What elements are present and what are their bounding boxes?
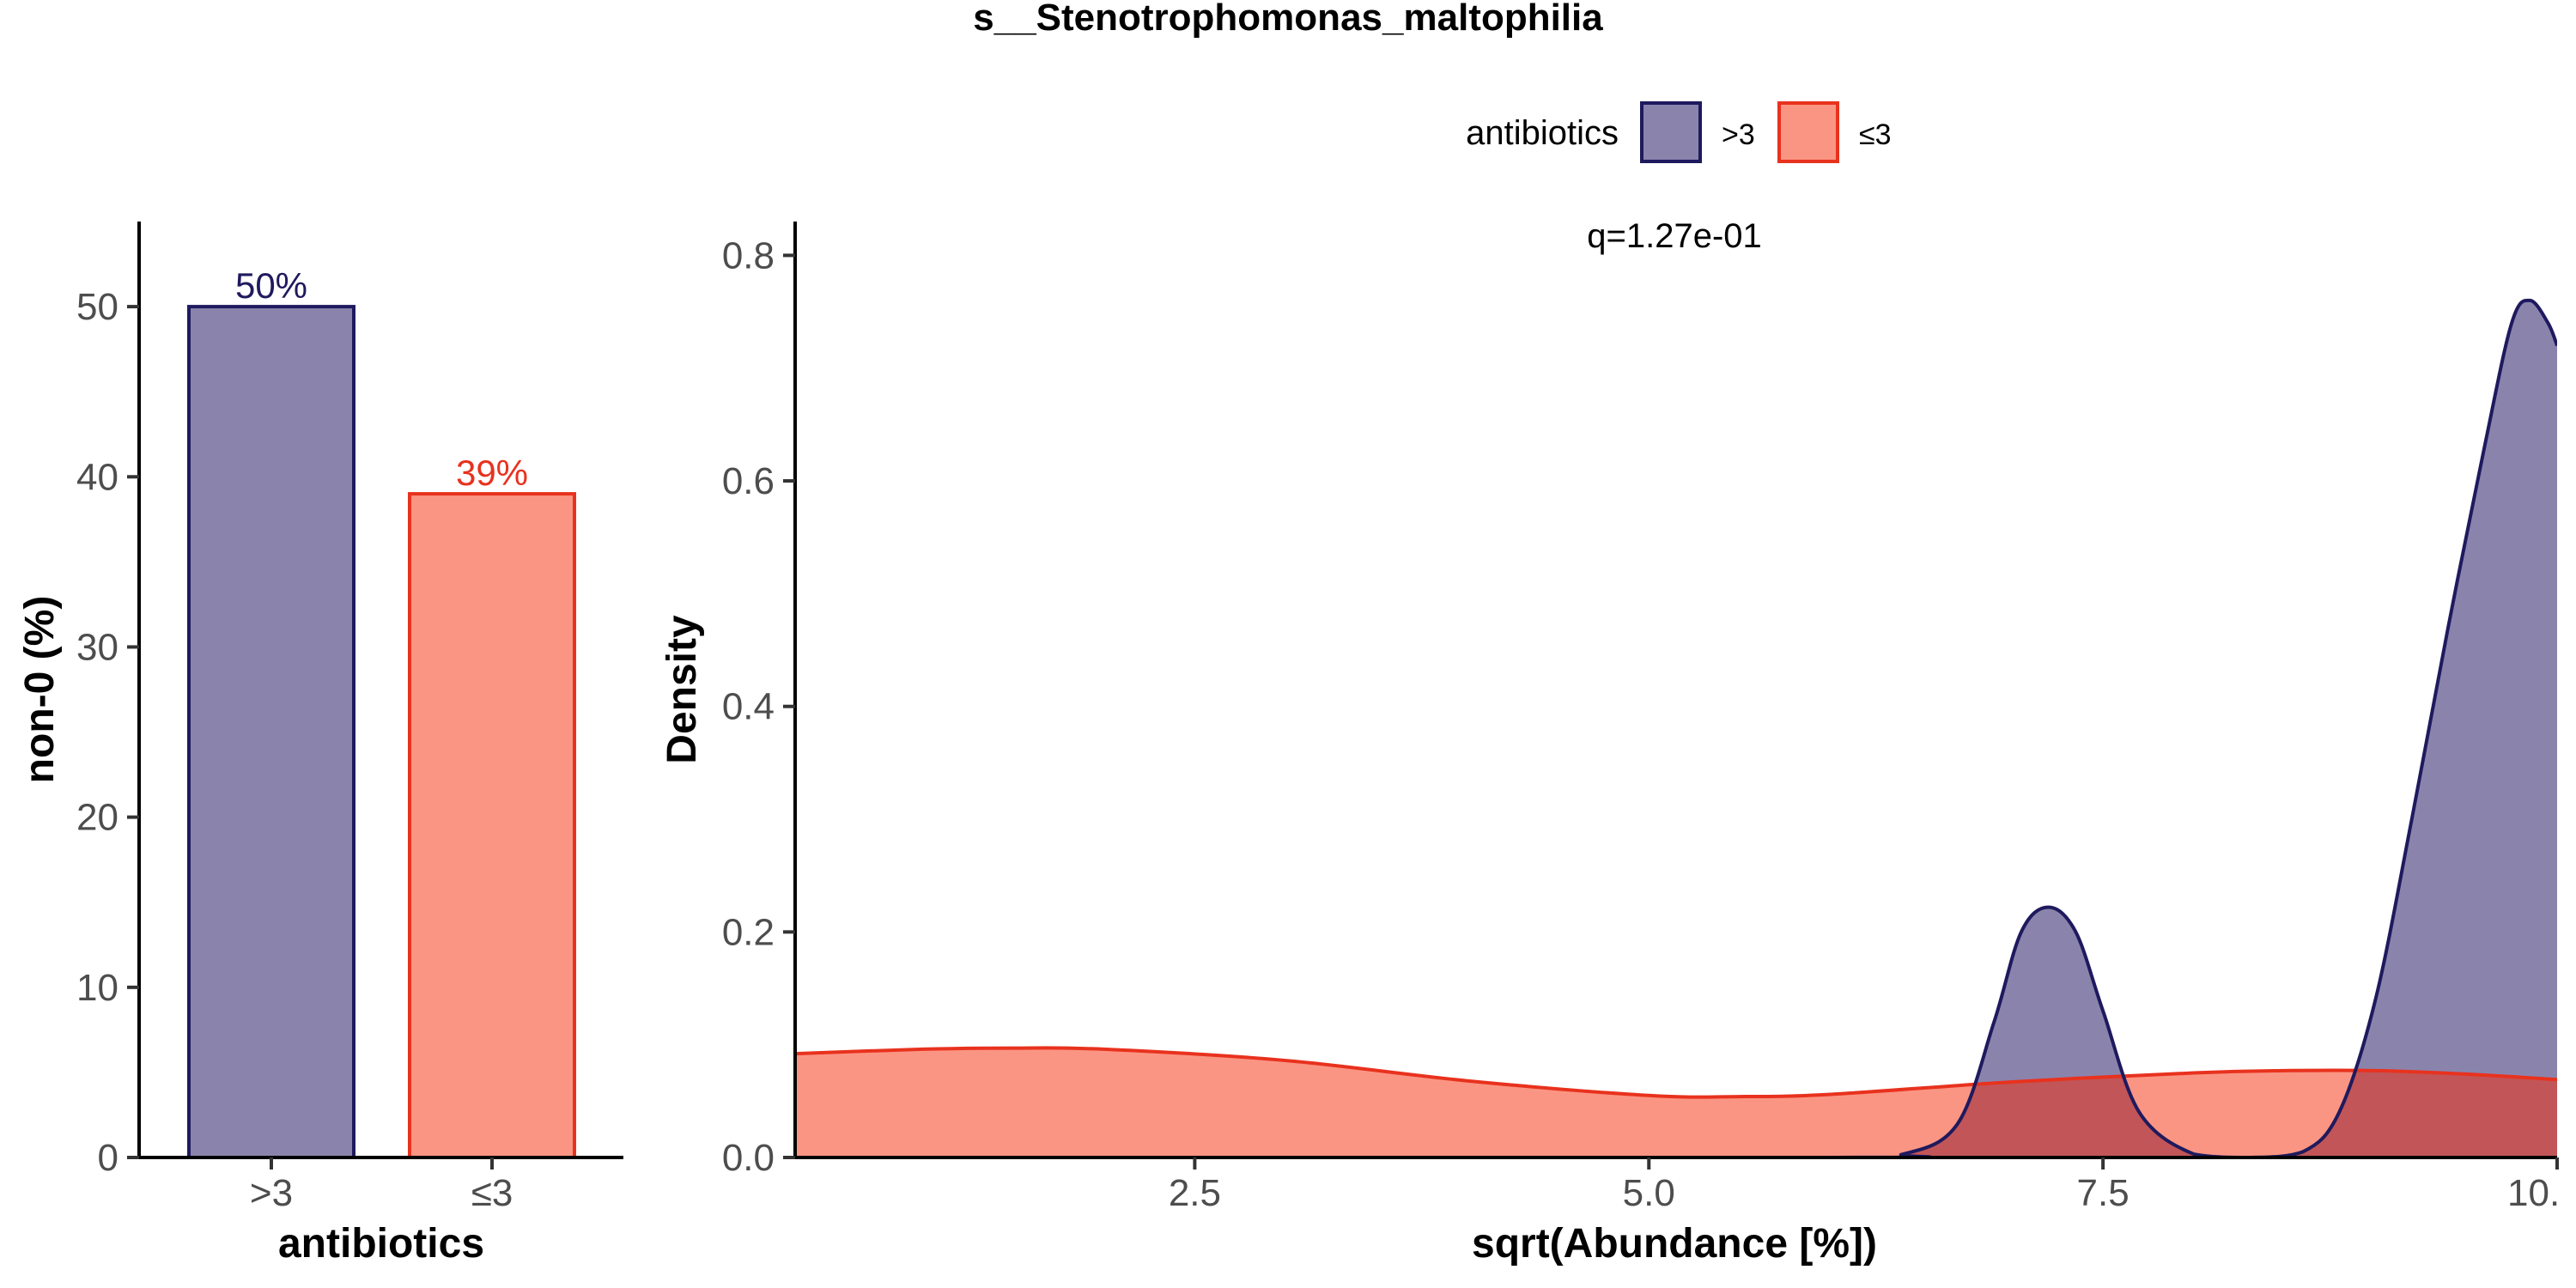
density-chart: 0.0 0.2 0.4 0.6 0.8 2.5 5.0 7.5 10. q=1.27e-01 s… — [659, 217, 2560, 1267]
density-y-tick-label-2: 0.4 — [722, 686, 775, 728]
bar-marks: 50% 39% — [187, 265, 576, 1160]
legend-key-gt3 — [1640, 101, 1702, 163]
density-x-axis-title: sqrt(Abundance [%]) — [1472, 1221, 1877, 1267]
bar-y-axis-title: non-0 (%) — [17, 596, 63, 784]
density-x-tick-label-2: 7.5 — [2077, 1172, 2129, 1214]
bar-ticks: >3 ≤3 0 10 20 30 40 50 — [76, 286, 513, 1214]
bar-0 — [187, 305, 355, 1160]
legend-label-le3: ≤3 — [1859, 118, 1892, 151]
bar-data-label-0: 50% — [235, 265, 307, 306]
bar-1 — [408, 492, 576, 1159]
density-y-tick-label-4: 0.8 — [722, 234, 775, 276]
bar-y-tick-label-4: 40 — [76, 456, 118, 498]
density-area-overlap — [795, 1048, 2557, 1157]
density-y-axis-title: Density — [659, 615, 705, 764]
legend: antibiotics >3 ≤3 — [1466, 101, 1892, 163]
density-x-tick-label-3: 10. — [2507, 1172, 2560, 1214]
bar-y-tick-label-1: 10 — [76, 967, 118, 1009]
chart-title: s__Stenotrophomonas_maltophilia — [973, 0, 1603, 39]
bar-chart: 50% 39% >3 ≤3 0 10 20 30 40 50 antibiotics non-0… — [17, 222, 623, 1267]
density-y-tick-label-0: 0.0 — [722, 1137, 775, 1179]
bar-x-axis-title: antibiotics — [278, 1221, 484, 1267]
bar-y-tick-label-2: 20 — [76, 797, 118, 839]
density-line-le3 — [795, 1046, 2557, 1099]
density-plot-area — [795, 298, 2557, 1157]
q-value-annotation: q=1.27e-01 — [1587, 217, 1762, 255]
legend-key-le3 — [1777, 101, 1839, 163]
density-x-tick-label-1: 5.0 — [1623, 1172, 1675, 1214]
density-marks — [795, 298, 2557, 1157]
density-x-tick-label-0: 2.5 — [1169, 1172, 1221, 1214]
bar-y-tick-label-0: 0 — [98, 1137, 118, 1179]
density-area-gt3 — [795, 300, 2557, 1157]
bar-x-tick-label-0: >3 — [250, 1172, 293, 1214]
bar-x-tick-label-1: ≤3 — [471, 1172, 513, 1214]
density-ticks: 0.0 0.2 0.4 0.6 0.8 2.5 5.0 7.5 10. — [722, 234, 2560, 1214]
legend-title: antibiotics — [1466, 114, 1619, 152]
bar-data-label-1: 39% — [456, 453, 528, 493]
density-y-tick-label-1: 0.2 — [722, 911, 775, 953]
density-y-tick-label-3: 0.6 — [722, 460, 775, 502]
density-line-gt3 — [795, 298, 2557, 1157]
bar-y-tick-label-3: 30 — [76, 626, 118, 668]
legend-label-gt3: >3 — [1722, 118, 1755, 151]
density-area-le3 — [795, 1048, 2557, 1157]
bar-y-tick-label-5: 50 — [76, 286, 118, 328]
